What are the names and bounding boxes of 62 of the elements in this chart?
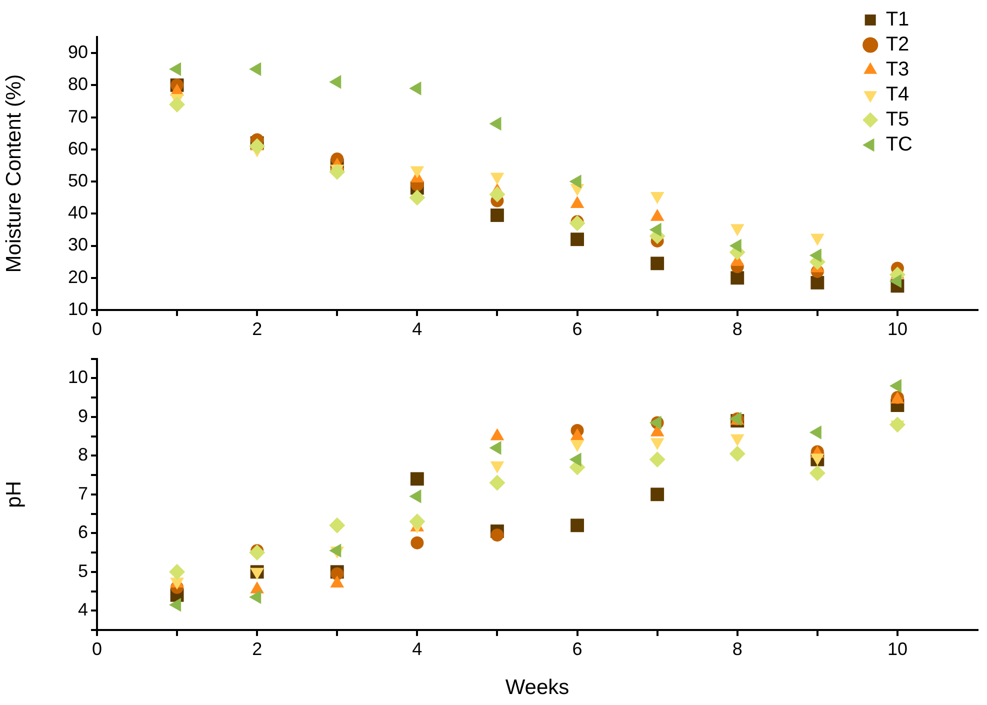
y-axis-title: pH — [2, 480, 26, 508]
y-tick-label: 90 — [68, 42, 88, 62]
x-tick-label: 8 — [732, 638, 742, 659]
x-tick-label: 8 — [732, 318, 742, 339]
legend-label: T5 — [886, 108, 910, 131]
point — [730, 271, 744, 285]
y-tick-label: 30 — [68, 234, 88, 255]
legend-label: TC — [886, 134, 913, 156]
point — [649, 452, 666, 468]
legend-label: T3 — [886, 58, 910, 81]
y-tick-label: 9 — [78, 406, 88, 426]
legend-label: T2 — [886, 34, 910, 56]
point — [729, 446, 746, 462]
y-tick-label: 60 — [68, 138, 88, 158]
point — [409, 190, 426, 206]
y-tick-label: 80 — [68, 74, 88, 94]
y-tick-label: 70 — [68, 106, 88, 126]
y-tick-label: 6 — [78, 522, 88, 542]
x-tick-label: 2 — [252, 318, 262, 339]
x-tick-label: 0 — [92, 638, 102, 659]
point — [329, 164, 346, 180]
x-tick-label: 10 — [887, 318, 908, 339]
point — [489, 186, 506, 202]
legend-label: T1 — [886, 8, 910, 31]
point — [410, 472, 424, 486]
point — [249, 544, 266, 561]
y-tick-label: 4 — [78, 600, 88, 620]
point — [569, 215, 586, 232]
point — [809, 465, 826, 482]
y-axis-title: Moisture Content (%) — [2, 74, 26, 273]
point — [889, 416, 906, 433]
y-tick-label: 40 — [68, 202, 88, 223]
point — [570, 232, 584, 246]
point — [810, 276, 824, 290]
point — [410, 536, 424, 550]
x-tick-label: 6 — [572, 318, 582, 339]
x-tick-label: 4 — [412, 638, 422, 659]
legend-label: T4 — [886, 84, 910, 106]
y-tick-label: 50 — [68, 170, 88, 190]
y-tick-label: 7 — [78, 483, 88, 504]
point — [489, 474, 506, 491]
x-tick-label: 6 — [572, 638, 582, 659]
x-tick-label: 4 — [412, 318, 422, 339]
point — [169, 96, 186, 112]
y-tick-label: 10 — [68, 367, 88, 388]
y-tick-label: 8 — [78, 444, 88, 465]
y-tick-label: 10 — [68, 298, 88, 319]
point — [169, 564, 186, 580]
point — [249, 138, 266, 154]
point — [570, 518, 584, 532]
point — [490, 208, 504, 222]
x-tick-label: 10 — [887, 638, 908, 659]
x-tick-label: 2 — [252, 638, 262, 659]
point — [650, 256, 664, 270]
x-tick-label: 0 — [92, 318, 102, 339]
point — [490, 528, 504, 542]
y-tick-label: 5 — [78, 560, 88, 581]
point — [409, 514, 426, 530]
point — [329, 517, 346, 534]
y-tick-label: 20 — [68, 266, 88, 287]
x-axis-title: Weeks — [505, 676, 570, 700]
point — [650, 488, 664, 502]
